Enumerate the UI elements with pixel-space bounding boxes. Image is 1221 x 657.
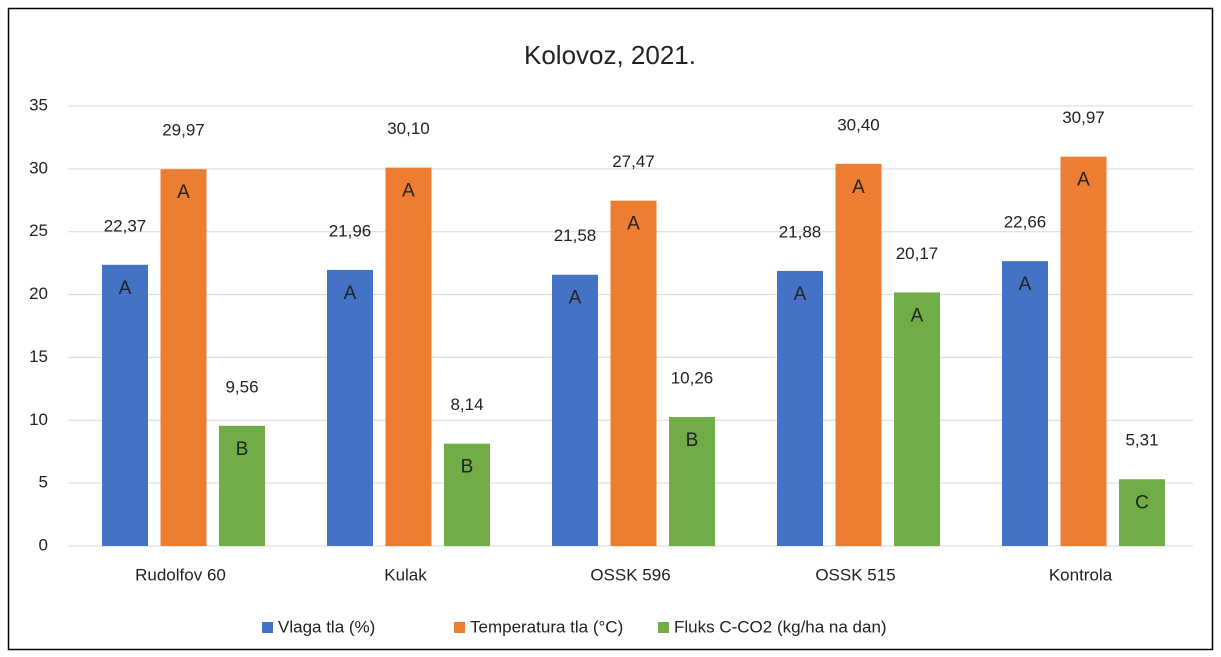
significance-letter: C (1135, 492, 1149, 513)
significance-letter: A (794, 284, 807, 305)
data-label: 20,17 (896, 244, 939, 263)
bar (1002, 261, 1048, 546)
x-tick-label: Rudolfov 60 (135, 565, 226, 584)
bar (1060, 156, 1107, 547)
data-label: 30,10 (387, 119, 430, 138)
significance-letter: A (402, 181, 415, 202)
data-label: 22,66 (1004, 213, 1047, 232)
data-label: 27,47 (612, 152, 655, 171)
significance-letter: A (852, 177, 865, 198)
data-label: 10,26 (671, 369, 714, 388)
bar (552, 274, 598, 546)
legend-swatch (658, 622, 669, 633)
data-label: 30,40 (837, 115, 880, 134)
bar (219, 425, 265, 546)
y-tick-label: 20 (29, 284, 48, 303)
legend-label: Temperatura tla (°C) (470, 617, 623, 636)
significance-letter: A (177, 182, 190, 203)
data-label: 29,97 (162, 121, 205, 140)
bar (444, 443, 490, 546)
data-label: 5,31 (1125, 431, 1158, 450)
bar (610, 200, 657, 547)
bar (1119, 479, 1165, 546)
data-label: 21,58 (554, 226, 597, 245)
y-tick-label: 30 (29, 158, 48, 177)
x-tick-label: Kulak (384, 565, 427, 584)
data-label: 21,96 (329, 221, 372, 240)
x-tick-label: OSSK 596 (590, 565, 670, 584)
bar (160, 169, 207, 546)
bar (669, 417, 715, 546)
data-label: 21,88 (779, 222, 822, 241)
chart-title: Kolovoz, 2021. (524, 40, 696, 70)
significance-letter: B (686, 430, 699, 451)
data-label: 8,14 (450, 395, 483, 414)
y-tick-label: 25 (29, 221, 48, 240)
significance-letter: A (344, 283, 357, 304)
data-label: 22,37 (104, 216, 147, 235)
bar (102, 264, 148, 546)
bar (835, 163, 882, 547)
y-tick-label: 10 (29, 410, 48, 429)
legend-swatch (262, 622, 273, 633)
y-tick-label: 35 (29, 95, 48, 114)
significance-letter: A (627, 214, 640, 235)
y-tick-label: 15 (29, 347, 48, 366)
bar (777, 270, 823, 546)
x-tick-label: Kontrola (1049, 565, 1113, 584)
y-tick-label: 5 (39, 473, 48, 492)
x-tick-label: OSSK 515 (815, 565, 895, 584)
significance-letter: A (119, 278, 132, 299)
legend-label: Vlaga tla (%) (278, 617, 375, 636)
legend-label: Fluks C-CO2 (kg/ha na dan) (674, 617, 887, 636)
significance-letter: A (569, 288, 582, 309)
significance-letter: A (911, 305, 924, 326)
significance-letter: B (461, 457, 474, 478)
bar (327, 269, 373, 546)
significance-letter: B (236, 439, 249, 460)
significance-letter: A (1019, 274, 1032, 295)
y-tick-label: 0 (39, 535, 48, 554)
significance-letter: A (1077, 170, 1090, 191)
data-label: 9,56 (225, 377, 258, 396)
data-label: 30,97 (1062, 108, 1105, 127)
bar (894, 292, 940, 546)
bar (385, 167, 432, 546)
legend-swatch (454, 622, 465, 633)
